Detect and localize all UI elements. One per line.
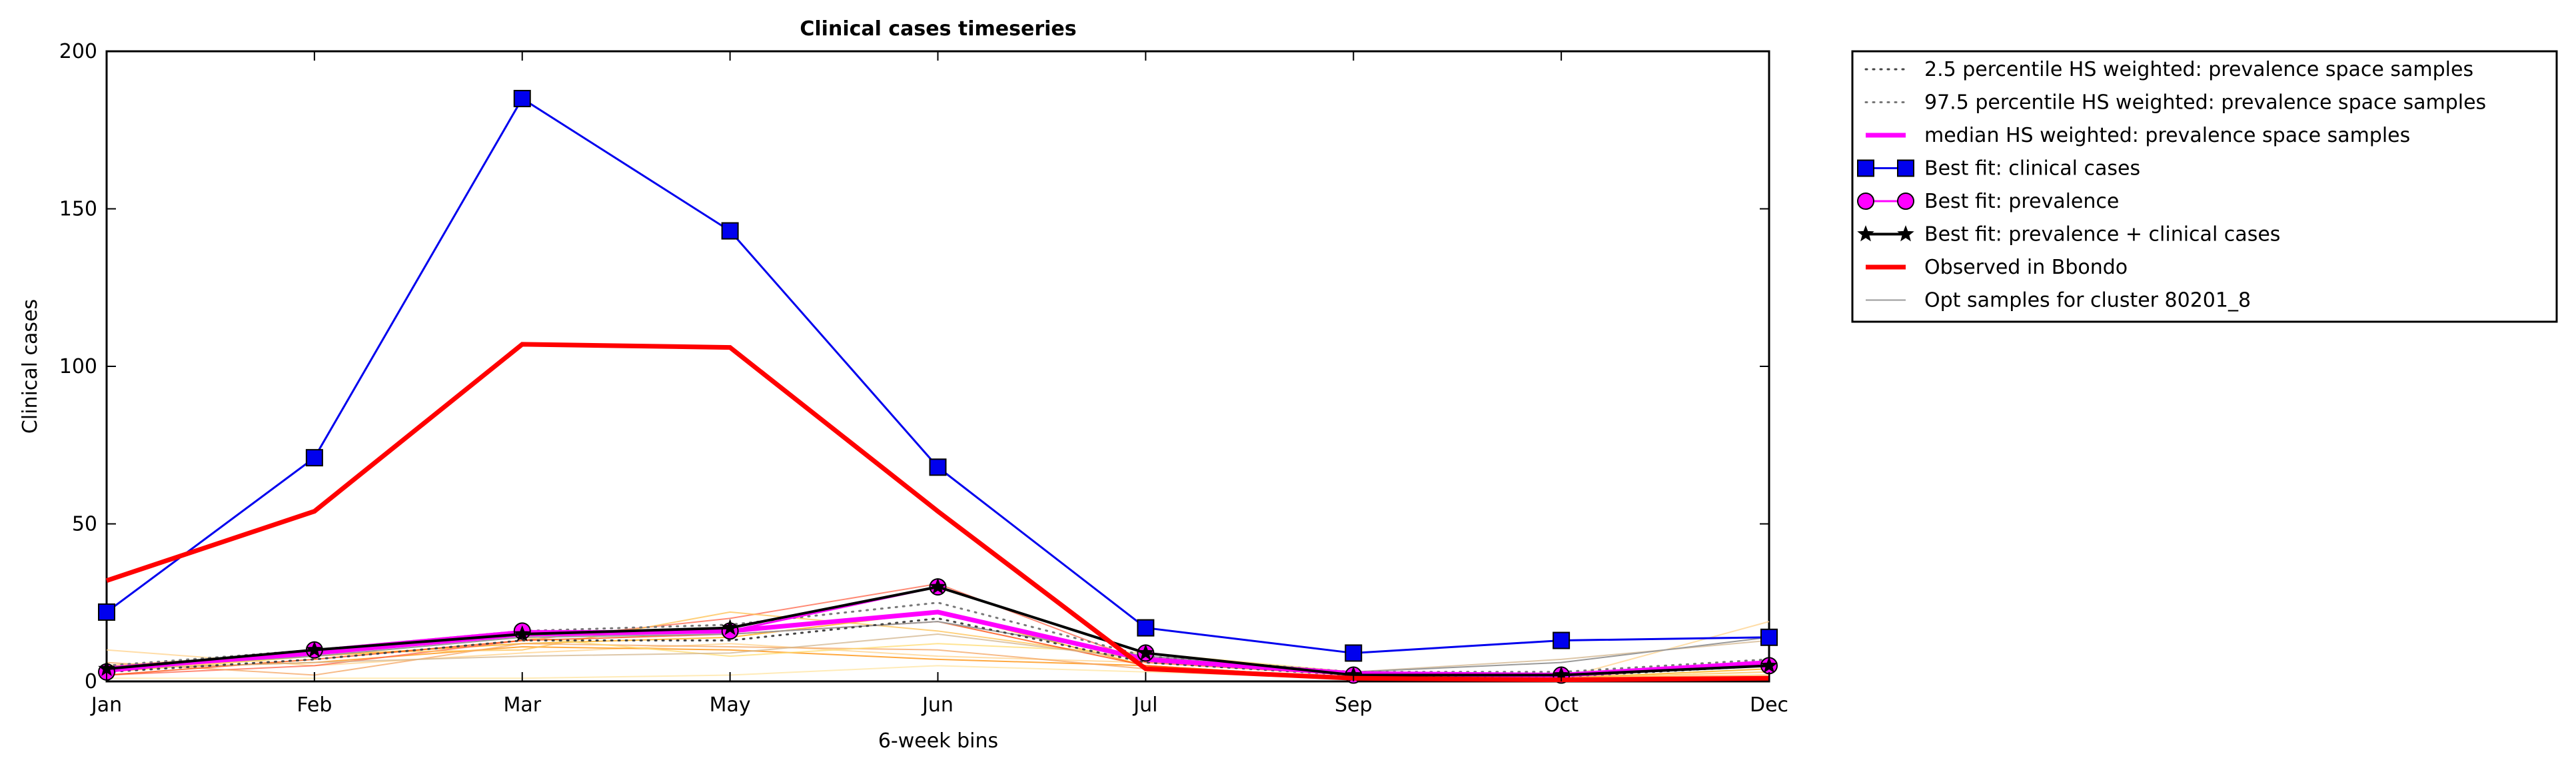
plot-area [98,50,1778,684]
series-6-point-jul [1137,644,1155,661]
series-6-point-dec [1760,656,1778,673]
legend-label-2: 97.5 percentile HS weighted: prevalence … [1924,91,2486,115]
series-4-point-may [721,222,739,240]
plot-frame [105,50,1770,683]
series-4-point-jun [929,458,947,476]
x-tick-label-jan: Jan [90,693,122,717]
legend-label-3: median HS weighted: prevalence space sam… [1924,124,2410,147]
series-4-point-oct [1553,631,1571,649]
legend-marker-5b [1897,193,1914,210]
y-tick-label-0: 0 [85,670,97,693]
x-tick-label-mar: Mar [503,693,541,717]
y-tick-label-50: 50 [72,513,97,536]
legend-item-2: 97.5 percentile HS weighted: prevalence … [1864,91,2486,115]
x-tick-label-jun: Jun [921,693,954,717]
x-tick-label-jul: Jul [1132,693,1157,717]
series-8 [106,621,1770,673]
series-6-point-feb [306,641,323,657]
x-axis-label: 6-week bins [878,729,998,753]
series-4 [98,89,1778,662]
legend-label-5: Best fit: prevalence [1924,190,2119,213]
series-layer [98,89,1778,684]
series-6-point-jun [929,578,947,594]
series-line-8 [106,621,1770,673]
legend-item-3: median HS weighted: prevalence space sam… [1866,124,2410,147]
y-tick-label-200: 200 [59,40,97,63]
series-4-point-mar [513,89,531,107]
legend-marker-6b [1897,225,1914,242]
legend-label-8: Opt samples for cluster 80201_8 [1924,289,2251,312]
legend-marker-4a [1857,159,1874,177]
legend: 2.5 percentile HS weighted: prevalence s… [1851,50,2558,323]
legend-marker-4b [1897,159,1914,177]
legend-label-4: Best fit: clinical cases [1924,157,2140,181]
x-tick-label-may: May [710,693,751,717]
legend-item-1: 2.5 percentile HS weighted: prevalence s… [1864,58,2473,81]
x-tick-label-sep: Sep [1335,693,1373,717]
legend-marker-5a [1857,193,1874,210]
legend-label-1: 2.5 percentile HS weighted: prevalence s… [1924,58,2473,81]
legend-item-6: Best fit: prevalence + clinical cases [1857,223,2280,246]
legend-label-7: Observed in Bbondo [1924,256,2128,279]
legend-item-7: Observed in Bbondo [1866,256,2128,279]
opt-sample-line-9 [106,633,1770,673]
x-tick-label-dec: Dec [1750,693,1788,717]
y-tick-label-150: 150 [59,198,97,221]
legend-marker-6a [1857,225,1874,242]
y-axis: 0 50 100 150 200 [59,40,1769,693]
y-tick-label-100: 100 [59,355,97,378]
series-4-point-jul [1137,619,1155,637]
series-4-point-feb [305,449,323,467]
series-6-point-mar [513,625,531,641]
series-4-point-jan [98,603,115,621]
x-tick-label-oct: Oct [1544,693,1579,717]
legend-item-8: Opt samples for cluster 80201_8 [1866,289,2251,312]
series-6-point-may [721,619,739,635]
x-tick-label-feb: Feb [297,693,332,717]
series-line-7 [105,342,1770,683]
legend-item-5: Best fit: prevalence [1857,190,2119,213]
series-4-point-dec [1760,628,1778,646]
legend-frame [1851,50,2558,323]
legend-label-6: Best fit: prevalence + clinical cases [1924,223,2280,246]
chart-title: Clinical cases timeseries [800,17,1076,41]
y-axis-label: Clinical cases [19,299,42,434]
series-7 [105,342,1770,683]
legend-item-4: Best fit: clinical cases [1857,157,2140,181]
series-4-point-sep [1345,644,1363,662]
x-axis: Jan Feb Mar May Jun Jul Sep Oct Dec [90,51,1788,717]
